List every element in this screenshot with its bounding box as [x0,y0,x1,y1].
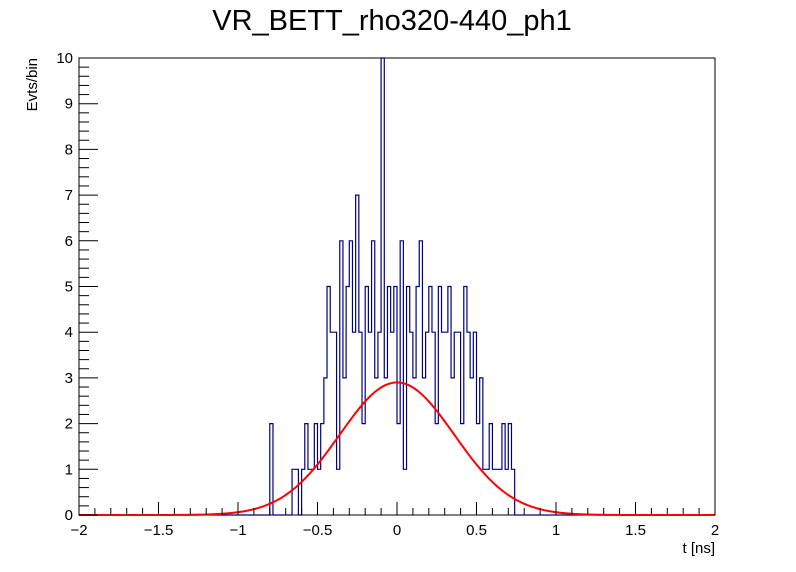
histogram-bin [470,378,473,515]
x-tick-label: −1.5 [144,522,174,539]
chart-title: VR_BETT_rho320-440_ph1 [212,5,572,37]
histogram-bin [403,469,406,515]
x-axis: −2 −1.5 −1 −0.5 0 0.5 1 1.5 2 [70,502,719,539]
fit-curve-line [79,381,715,516]
fit-curve-series [79,381,715,516]
histogram-bin [477,424,480,515]
histogram-bin [442,332,445,515]
y-tick-label: 3 [65,370,73,387]
x-tick-label: 1.5 [625,522,646,539]
histogram-bin [391,332,394,515]
x-tick-label: 0 [393,522,401,539]
y-tick-label: 4 [65,324,73,341]
y-tick-label: 9 [65,96,73,113]
histogram-bin [384,378,387,515]
y-axis: 0 1 2 3 4 5 6 7 8 9 10 [56,50,98,524]
histogram-bin [311,469,314,515]
y-tick-label: 2 [65,416,73,433]
histogram-bin [413,378,416,515]
histogram-bin [352,332,355,515]
x-tick-label: −0.5 [303,522,333,539]
y-tick-label: 10 [56,50,73,67]
y-tick-label: 8 [65,141,73,158]
histogram-outline [79,57,715,516]
histogram-bin [337,469,340,515]
histogram-bin [368,332,371,515]
histogram-bin [496,469,499,515]
x-tick-label: −2 [70,522,87,539]
histogram-bin [375,378,378,515]
histogram-series [79,57,715,516]
histogram-bin [451,378,454,515]
histogram-bin [499,469,502,515]
x-tick-label: 2 [711,522,719,539]
x-tick-label: 0.5 [466,522,487,539]
y-tick-label: 7 [65,187,73,204]
y-tick-label: 5 [65,279,73,296]
y-tick-label: 6 [65,233,73,250]
histogram-bin [461,424,464,515]
x-tick-label: −1 [229,522,246,539]
x-axis-label: t [ns] [682,540,715,557]
y-tick-label: 1 [65,461,73,478]
y-axis-label: Evts/bin [24,58,41,111]
histogram-bin [397,424,400,515]
y-tick-label: 0 [65,507,73,524]
histogram-bin [330,332,333,515]
histogram-bin [343,378,346,515]
x-tick-label: 1 [552,522,560,539]
histogram-bin [362,424,365,515]
histogram-bin [435,424,438,515]
